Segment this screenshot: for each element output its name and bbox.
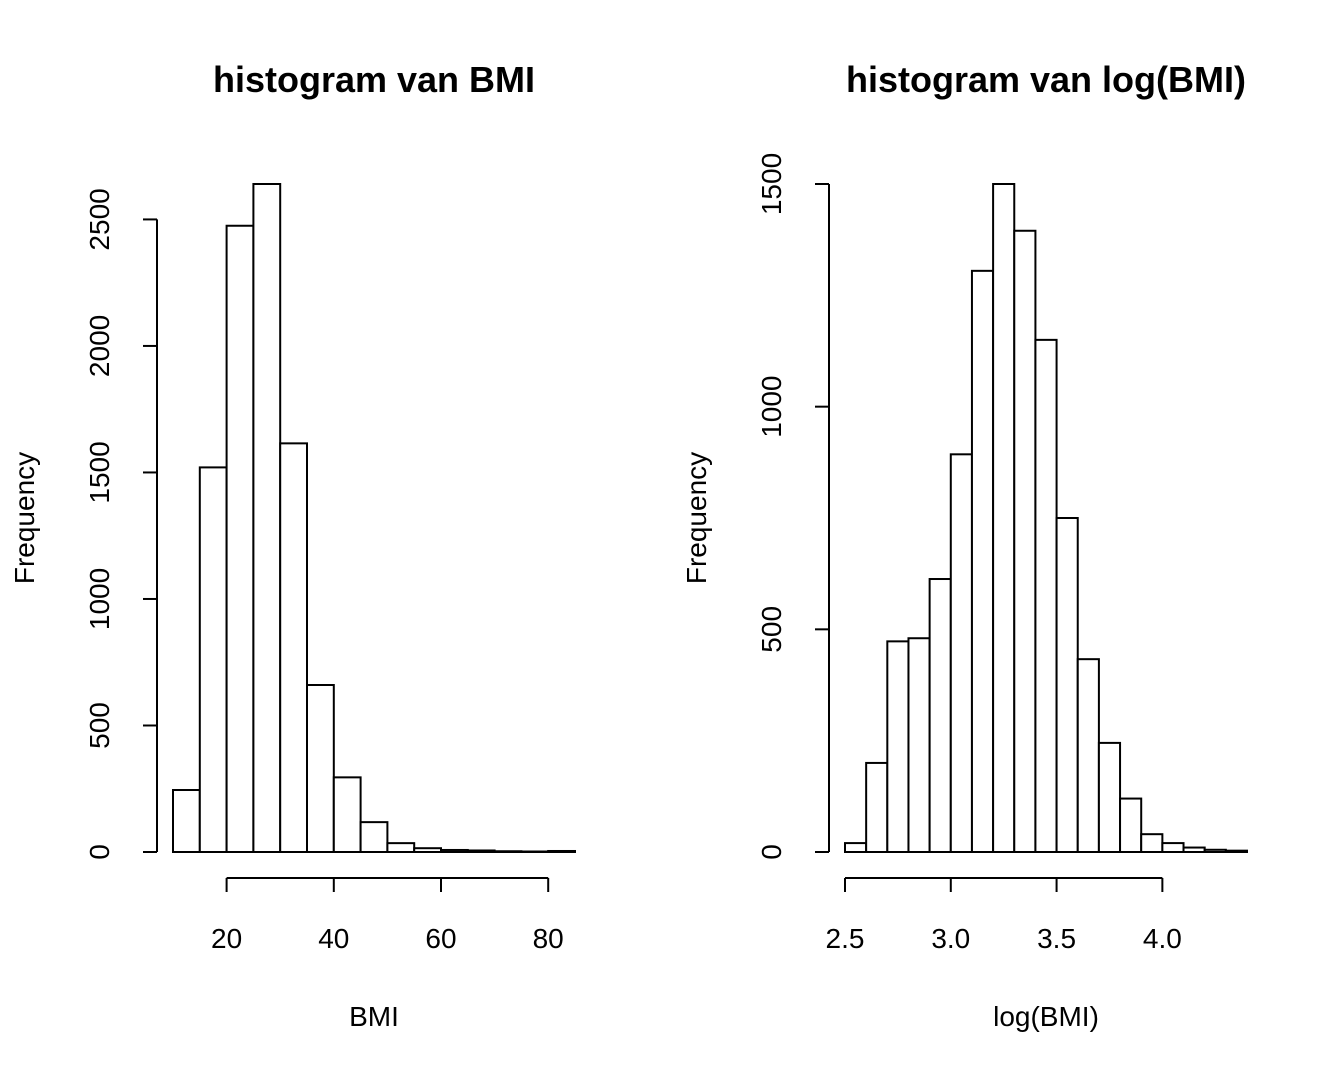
histogram-bar: [1182, 846, 1206, 854]
y-axis: 0 500 1000 1500: [756, 153, 830, 860]
y-axis-label: Frequency: [9, 452, 40, 584]
histogram-bar: [1224, 849, 1249, 854]
bmi-histogram-panel: histogram van BMI BMI Frequency 20 40 60 80…: [9, 59, 577, 1032]
histogram-bar: [440, 848, 469, 854]
histogram-bar: [466, 849, 496, 853]
y-tick-label: 1000: [84, 568, 115, 630]
chart-title: histogram van BMI: [213, 59, 535, 100]
histogram-bar: [949, 453, 973, 853]
x-tick-label: 3.0: [931, 923, 970, 954]
histogram-bar: [928, 578, 952, 853]
y-tick-label: 500: [756, 606, 787, 653]
x-axis: 2.5 3.0 3.5 4.0: [826, 877, 1182, 954]
y-tick-label: 0: [756, 844, 787, 860]
x-tick-label: 20: [211, 923, 242, 954]
log-bmi-histogram-panel: histogram van log(BMI) log(BMI) Frequenc…: [681, 59, 1249, 1032]
x-tick-label: 3.5: [1037, 923, 1076, 954]
y-tick-label: 500: [84, 702, 115, 749]
x-tick-label: 80: [533, 923, 564, 954]
y-tick-label: 1500: [84, 441, 115, 503]
y-tick-label: 1000: [756, 376, 787, 438]
x-tick-label: 60: [425, 923, 456, 954]
histogram-bar: [198, 466, 228, 853]
histogram-bar: [1203, 848, 1227, 853]
chart-title: histogram van log(BMI): [846, 59, 1246, 100]
histogram-bar: [493, 850, 523, 853]
histogram-bar: [413, 847, 443, 853]
bars: [172, 183, 577, 854]
histogram-bar: [520, 850, 550, 854]
histogram-bar: [547, 849, 577, 853]
histogram-bar: [970, 269, 995, 853]
histogram-bar: [332, 776, 362, 854]
histogram-bar: [172, 789, 201, 853]
y-tick-label: 2000: [84, 315, 115, 377]
y-axis: 0 500 1000 1500 2000 2500: [84, 188, 158, 860]
y-tick-label: 2500: [84, 188, 115, 250]
x-axis-label: BMI: [349, 1001, 399, 1032]
histogram-bar: [865, 761, 889, 854]
x-tick-label: 40: [318, 923, 349, 954]
histogram-bar: [1161, 842, 1185, 853]
histogram-bar: [225, 224, 255, 853]
histogram-bar: [279, 442, 309, 853]
histogram-bar: [992, 183, 1016, 853]
histogram-bar: [252, 183, 282, 853]
y-axis-label: Frequency: [681, 452, 712, 584]
x-axis: 20 40 60 80: [211, 877, 564, 954]
histogram-bar: [1034, 338, 1058, 854]
histogram-bar: [1076, 658, 1100, 853]
histogram-bar: [907, 637, 931, 853]
y-tick-label: 0: [84, 844, 115, 860]
histogram-bar: [1097, 741, 1122, 853]
x-axis-label: log(BMI): [993, 1001, 1099, 1032]
x-tick-label: 4.0: [1143, 923, 1182, 954]
y-tick-label: 1500: [756, 153, 787, 215]
bars: [844, 183, 1249, 854]
x-tick-label: 2.5: [826, 923, 865, 954]
histogram-bar: [359, 821, 389, 853]
histogram-bar: [306, 684, 335, 853]
histogram-bar: [1013, 229, 1037, 853]
histogram-bar: [386, 842, 416, 853]
histogram-bar: [1140, 833, 1164, 853]
histogram-bar: [844, 842, 868, 853]
histogram-bar: [886, 640, 910, 854]
histogram-bar: [1119, 797, 1143, 853]
histogram-bar: [1055, 517, 1079, 853]
